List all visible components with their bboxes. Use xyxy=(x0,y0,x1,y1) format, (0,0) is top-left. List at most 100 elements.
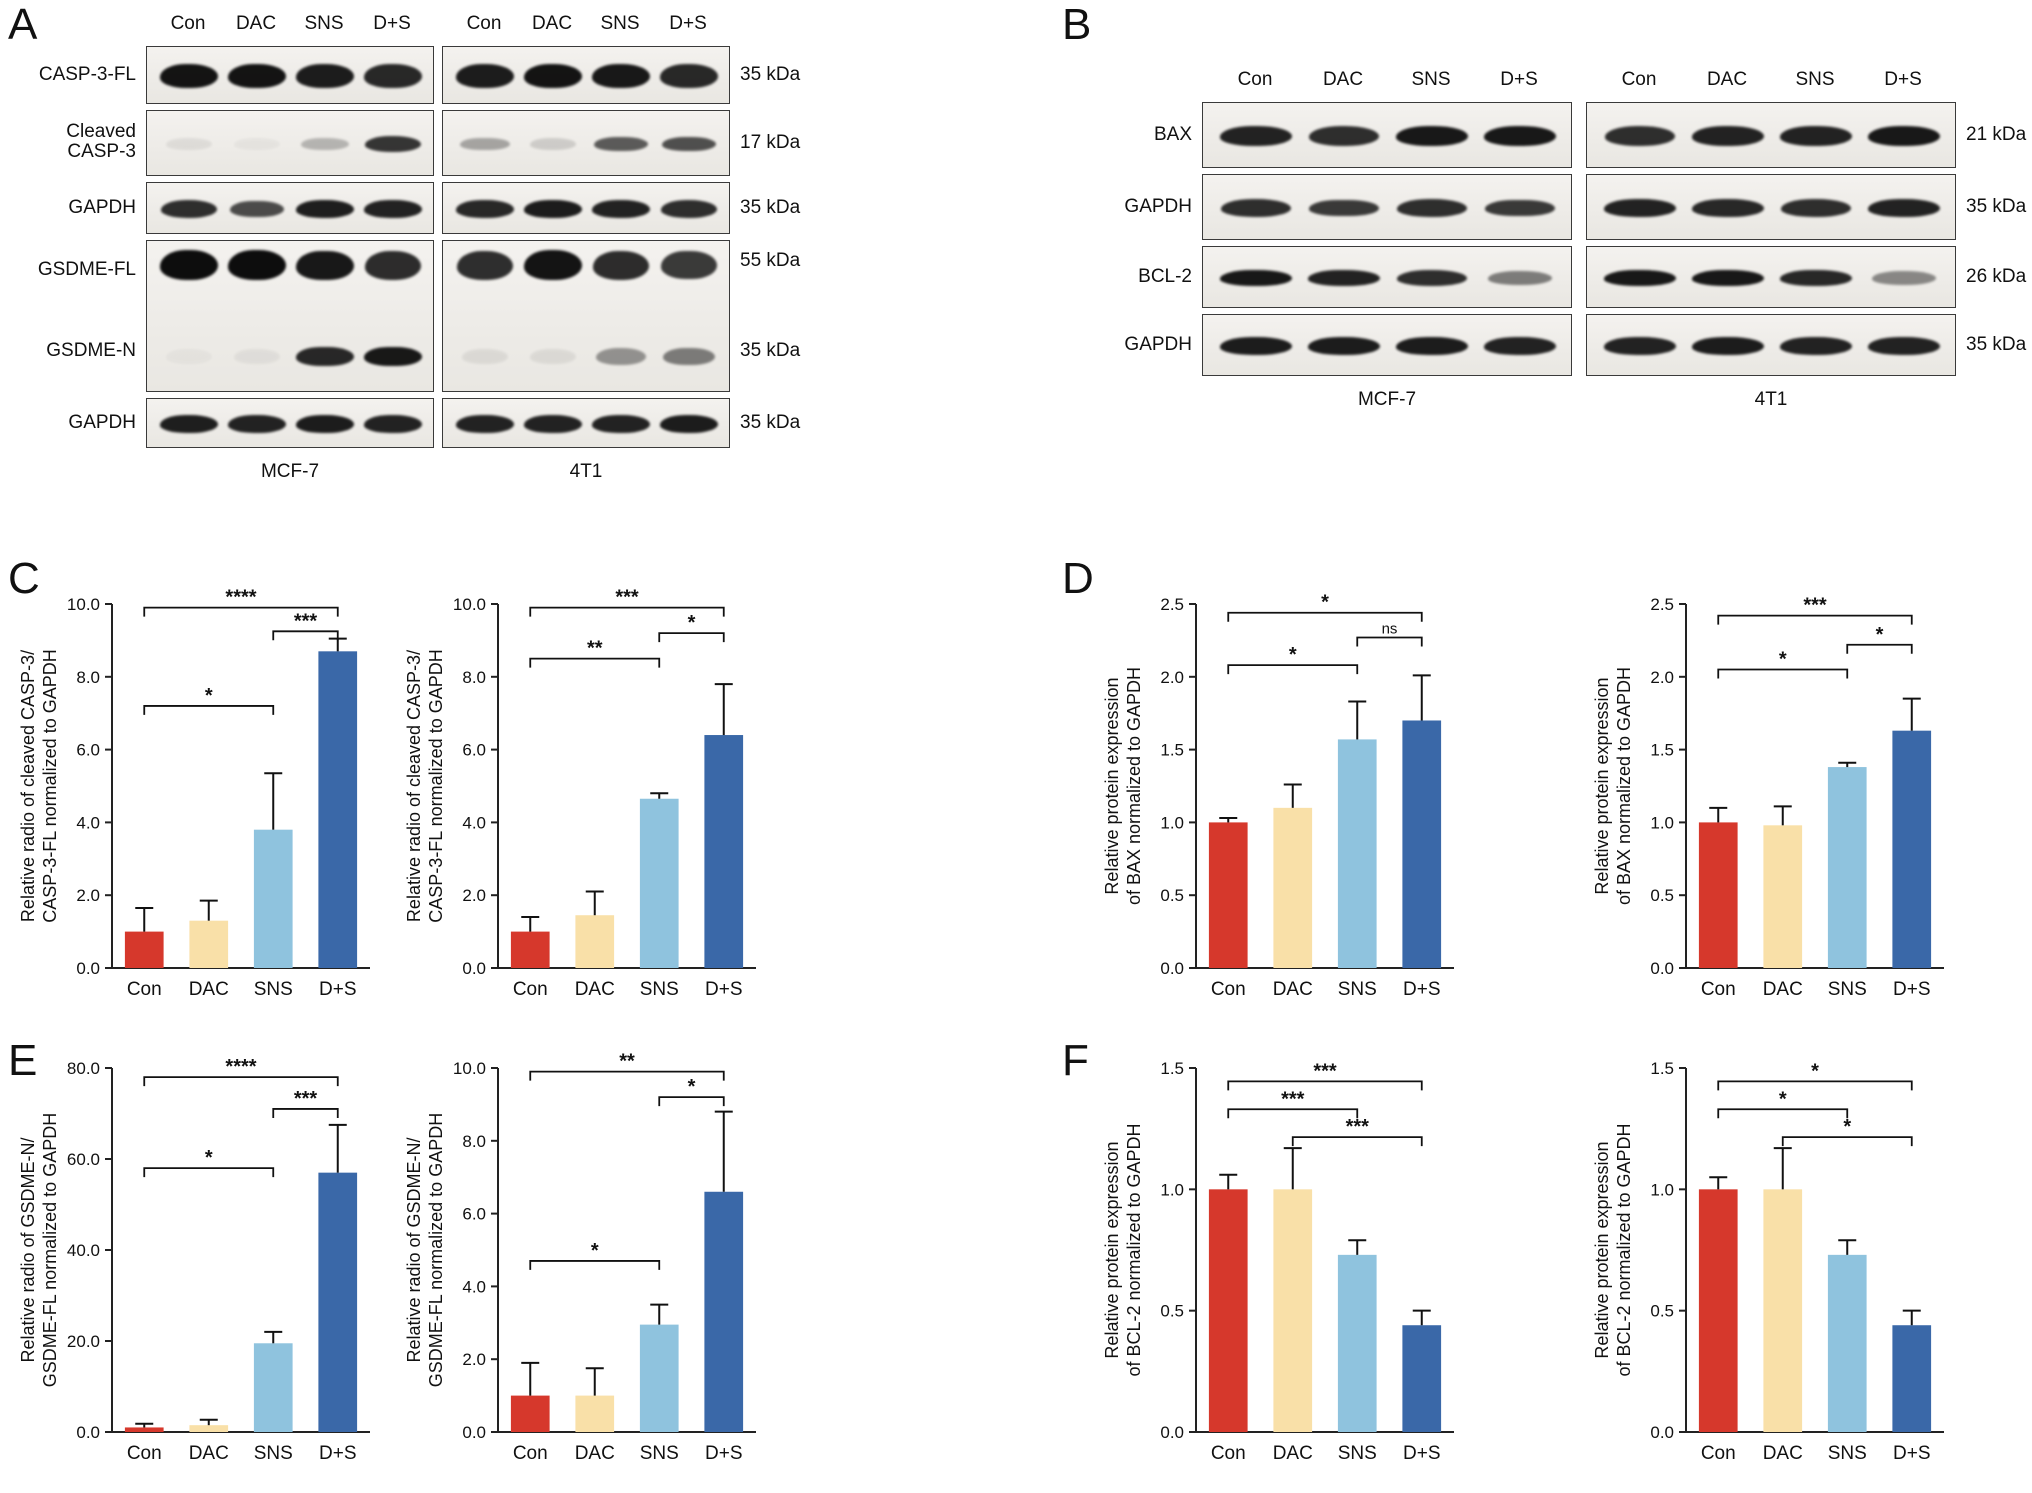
y-tick-label: 0.0 xyxy=(76,1423,100,1442)
lane-label-Con: Con xyxy=(1621,69,1657,90)
band-D+S xyxy=(1868,199,1940,217)
band-D+S xyxy=(364,64,422,88)
bar-Con xyxy=(1208,822,1248,968)
significance-label: *** xyxy=(1313,1060,1337,1082)
row-label-cell: GSDME-FL GSDME-N xyxy=(8,240,146,392)
bar-chart: Relative radio of cleaved CASP-3/CASP-3-… xyxy=(18,587,370,1000)
blot-lane-row: BCL-2 26 kDa xyxy=(1062,246,2032,308)
category-label-SNS: SNS xyxy=(1338,979,1377,1000)
category-label-Con: Con xyxy=(1211,1443,1246,1464)
band-SNS xyxy=(1396,199,1468,217)
band-D+S xyxy=(364,250,422,280)
y-tick-label: 40.0 xyxy=(67,1241,100,1260)
panel-f-charts: Relative protein expression of BCL-2 norm… xyxy=(1098,1034,1960,1489)
row-label-cell: BAX xyxy=(1062,102,1202,168)
bar-D+S xyxy=(1402,1325,1442,1432)
band-D+S xyxy=(364,200,422,218)
band-SNS xyxy=(592,415,650,433)
y-tick-label: 1.0 xyxy=(1650,1180,1674,1199)
bar-SNS xyxy=(639,1324,679,1432)
chart-bcl2-left: Relative protein expression of BCL-2 norm… xyxy=(1098,1034,1470,1489)
y-axis-label: of BCL-2 normalized to GAPDH xyxy=(1614,1123,1634,1376)
bar-DAC xyxy=(1763,1189,1803,1432)
band-SNS xyxy=(296,346,354,367)
category-label-Con: Con xyxy=(127,1443,162,1464)
band-DAC xyxy=(1309,199,1379,217)
band-DAC xyxy=(1692,199,1764,217)
band-D+S xyxy=(660,415,718,433)
band-DAC xyxy=(1692,126,1764,146)
significance-label: * xyxy=(688,612,696,634)
bar-chart: Relative protein expression of BAX normal… xyxy=(1592,595,1944,1000)
category-label-DAC: DAC xyxy=(1763,979,1803,1000)
y-tick-label: 2.0 xyxy=(462,1350,486,1369)
significance-label: * xyxy=(1321,592,1329,614)
band-DAC xyxy=(234,138,280,150)
lane-label-Con: Con xyxy=(170,13,206,34)
band-D+S xyxy=(661,136,717,152)
significance-label: * xyxy=(688,1076,696,1098)
bar-Con xyxy=(124,1427,164,1432)
kda-cell: 26 kDa xyxy=(1956,246,2032,308)
chart-gsdme-right: Relative radio of GSDME-N/GSDME-FL norma… xyxy=(400,1034,772,1489)
band-DAC xyxy=(229,200,285,218)
bar-chart: Relative radio of GSDME-N/GSDME-FL norma… xyxy=(18,1056,370,1464)
blot-lane-row: GAPDH 35 kDa xyxy=(8,398,806,448)
band-DAC xyxy=(1308,126,1380,146)
y-axis-label: Relative protein expression xyxy=(1102,677,1122,894)
bar-D+S xyxy=(1402,720,1442,968)
row-label-cell: GAPDH xyxy=(1062,174,1202,240)
lane-label-Con: Con xyxy=(1237,69,1273,90)
band-DAC xyxy=(1308,270,1380,286)
category-label-D+S: D+S xyxy=(319,979,357,1000)
band-DAC xyxy=(530,349,576,364)
y-tick-label: 0.0 xyxy=(1650,959,1674,978)
significance-bracket xyxy=(1846,643,1913,654)
cell-line-label: 4T1 xyxy=(1754,389,1788,410)
lane-label-DAC: DAC xyxy=(1706,69,1748,90)
significance-bracket xyxy=(529,657,661,668)
row-label-cell: GAPDH xyxy=(8,182,146,234)
significance-bracket xyxy=(658,632,725,643)
y-tick-label: 1.5 xyxy=(1650,741,1674,760)
band-DAC xyxy=(529,138,577,150)
bar-DAC xyxy=(1763,825,1803,968)
bar-chart: Relative radio of cleaved CASP-3/CASP-3-… xyxy=(404,587,756,1000)
significance-label: **** xyxy=(225,587,256,609)
blot-box xyxy=(146,182,434,234)
bar-DAC xyxy=(575,1395,615,1432)
blot-box xyxy=(442,46,730,104)
cell-line-label: 4T1 xyxy=(569,461,603,482)
category-label-SNS: SNS xyxy=(254,979,293,1000)
significance-label: * xyxy=(205,1147,213,1169)
band-DAC xyxy=(1307,337,1381,355)
significance-label: *** xyxy=(1803,595,1827,617)
lane-label-SNS: SNS xyxy=(600,13,640,34)
lane-label-DAC: DAC xyxy=(235,13,277,34)
bar-D+S xyxy=(1892,730,1932,968)
band-SNS xyxy=(300,137,350,151)
bar-D+S xyxy=(704,735,744,968)
panel-a-western-blots: Con DAC SNS D+S Con DAC SNS D+S CASP-3-FL 35 kDa C… xyxy=(8,6,806,489)
y-axis-label: Relative radio of GSDME-N/ xyxy=(404,1137,424,1362)
significance-label: *** xyxy=(1346,1116,1370,1138)
y-tick-label: 4.0 xyxy=(462,813,486,832)
y-tick-label: 0.0 xyxy=(1650,1423,1674,1442)
y-tick-label: 2.5 xyxy=(1650,595,1674,614)
significance-bracket xyxy=(1227,1108,1359,1119)
significance-label: * xyxy=(205,685,213,707)
significance-bracket xyxy=(1356,636,1423,647)
lane-header-row: Con DAC SNS D+S Con DAC SNS D+S xyxy=(1062,68,2032,96)
category-label-DAC: DAC xyxy=(189,979,229,1000)
band-DAC xyxy=(1691,270,1765,286)
kda-label: 35 kDa xyxy=(740,412,801,433)
blot-box xyxy=(1586,246,1956,308)
category-label-D+S: D+S xyxy=(319,1443,357,1464)
band-Con xyxy=(462,349,508,364)
y-tick-label: 1.5 xyxy=(1160,1059,1184,1078)
band-D+S xyxy=(1487,271,1553,285)
lane-label-DAC: DAC xyxy=(531,13,573,34)
chart-cleaved-casp3-right: Relative radio of cleaved CASP-3/CASP-3-… xyxy=(400,570,772,1025)
kda-label: 17 kDa xyxy=(740,132,801,153)
band-Con xyxy=(456,415,514,433)
